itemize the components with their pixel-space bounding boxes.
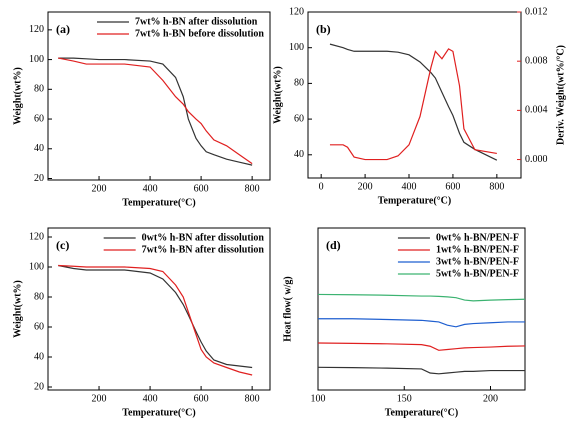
x-tick-label: 400 [143, 393, 158, 404]
plot-frame [47, 227, 271, 391]
data-line [317, 342, 526, 351]
y2-tick-label: 0.008 [525, 55, 548, 66]
panel-label: (c) [56, 238, 69, 252]
x-tick-label: 800 [245, 183, 260, 194]
y2-tick-label: 0.012 [525, 6, 548, 17]
x-tick-label: 800 [245, 393, 260, 404]
panel-label: (a) [56, 22, 70, 36]
data-line [58, 57, 253, 165]
legend-label: 7wt% h-BN after dissolution [142, 244, 265, 255]
panel-label: (d) [326, 238, 341, 252]
y-tick-label: 100 [29, 54, 44, 65]
y-tick-label: 100 [29, 261, 44, 272]
y-axis-label: Weight(wt%) [12, 280, 23, 338]
y-tick-label: 60 [34, 113, 44, 124]
data-line [329, 48, 497, 161]
x-axis-label: Temperature(°C) [122, 407, 195, 418]
y-tick-label: 80 [294, 78, 304, 89]
x-tick-label: 200 [92, 183, 107, 194]
x-axis-label: Temperature(°C) [122, 197, 195, 208]
y2-tick-label: 0.004 [525, 105, 548, 116]
legend-label: 0wt% h-BN after dissolution [142, 232, 265, 243]
data-line [58, 264, 253, 376]
plot-frame [307, 11, 522, 179]
y-tick-label: 80 [34, 291, 44, 302]
y-tick-label: 40 [294, 149, 304, 160]
legend-label: 5wt% h-BN/PEN-F [436, 268, 519, 279]
y-tick-label: 20 [34, 381, 44, 392]
y2-tick-label: 0.000 [525, 154, 548, 165]
data-line [318, 318, 525, 328]
y-tick-label: 100 [289, 42, 304, 53]
data-line [58, 264, 253, 369]
panel-label: (b) [316, 22, 331, 36]
data-line [58, 57, 253, 166]
y-axis-label: Weight(wt%) [272, 66, 283, 124]
y2-axis-label: Deriv. Weight(wt%/°C) [555, 45, 566, 145]
y-tick-label: 120 [29, 24, 44, 35]
x-tick-label: 400 [143, 183, 158, 194]
x-tick-label: 600 [445, 181, 460, 192]
x-tick-label: 800 [489, 181, 504, 192]
x-tick-label: 400 [402, 181, 417, 192]
x-tick-label: 150 [397, 393, 412, 404]
data-line [329, 43, 498, 161]
y-tick-label: 40 [34, 143, 44, 154]
y-tick-label: 120 [289, 6, 304, 17]
x-tick-label: 200 [92, 393, 107, 404]
legend-label: 7wt% h-BN after dissolution [135, 16, 258, 27]
y-tick-label: 60 [34, 321, 44, 332]
y-tick-label: 20 [34, 173, 44, 184]
y-axis-label: Heat flow( w/g) [282, 276, 293, 342]
legend-label: 7wt% h-BN before dissolution [135, 28, 264, 39]
x-axis-label: Temperature(°C) [385, 407, 458, 418]
x-tick-label: 200 [358, 181, 373, 192]
legend-label: 1wt% h-BN/PEN-F [436, 244, 519, 255]
y-tick-label: 60 [294, 113, 304, 124]
plot-frame [47, 11, 271, 181]
data-line [317, 366, 525, 375]
x-tick-label: 600 [194, 183, 209, 194]
y-tick-label: 80 [34, 84, 44, 95]
legend-label: 0wt% h-BN/PEN-F [436, 232, 519, 243]
y-tick-label: 40 [34, 351, 44, 362]
y-tick-label: 120 [29, 231, 44, 242]
x-tick-label: 0 [319, 181, 324, 192]
legend-label: 3wt% h-BN/PEN-F [436, 256, 519, 267]
y-axis-label: Weight(wt%) [12, 67, 23, 125]
x-tick-label: 100 [311, 393, 326, 404]
x-tick-label: 600 [194, 393, 209, 404]
x-tick-label: 200 [483, 393, 498, 404]
plot-frame [317, 227, 526, 391]
data-line [317, 293, 526, 302]
x-axis-label: Temperature(°C) [378, 195, 451, 206]
